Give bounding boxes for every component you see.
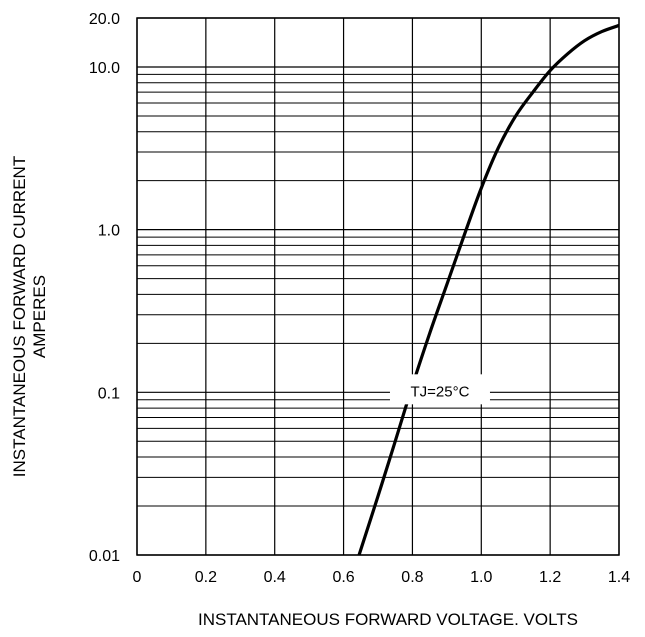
- y-tick-label: 0.1: [98, 385, 120, 402]
- x-tick-label: 1.4: [608, 569, 630, 586]
- annotation-text: TJ=25°C: [410, 383, 469, 400]
- x-tick-label: 0.4: [264, 569, 286, 586]
- minor-gridlines: [137, 73, 619, 507]
- x-axis-title: INSTANTANEOUS FORWARD VOLTAGE. VOLTS: [198, 610, 578, 629]
- x-tick-label: 0.8: [401, 569, 423, 586]
- x-tick-label: 0.6: [332, 569, 354, 586]
- x-tick-label: 1.2: [539, 569, 561, 586]
- y-tick-label: 10.0: [89, 60, 120, 77]
- annotation-background: [389, 374, 490, 405]
- temperature-annotation: TJ=25°C: [389, 374, 490, 405]
- forward-current-curve: [357, 23, 620, 556]
- y-tick-label: 1.0: [98, 223, 120, 240]
- major-gridlines: [136, 17, 620, 556]
- y-tick-label: 20.0: [89, 11, 120, 28]
- x-tick-labels: 0 0.2 0.4 0.6 0.8 1.0 1.2 1.4: [133, 569, 631, 586]
- y-tick-label: 0.01: [89, 548, 120, 565]
- y-axis-title-line2: AMPERES: [30, 275, 49, 358]
- plot-frame: [136, 17, 620, 556]
- series-curves: [357, 23, 620, 556]
- x-tick-label: 0.2: [195, 569, 217, 586]
- x-tick-label: 1.0: [470, 569, 492, 586]
- y-tick-labels: 0.01 0.1 1.0 10.0 20.0: [89, 11, 120, 565]
- y-axis-title-line1: INSTANTANEOUS FORWARD CURRENT: [10, 156, 29, 477]
- x-tick-label: 0: [133, 569, 142, 586]
